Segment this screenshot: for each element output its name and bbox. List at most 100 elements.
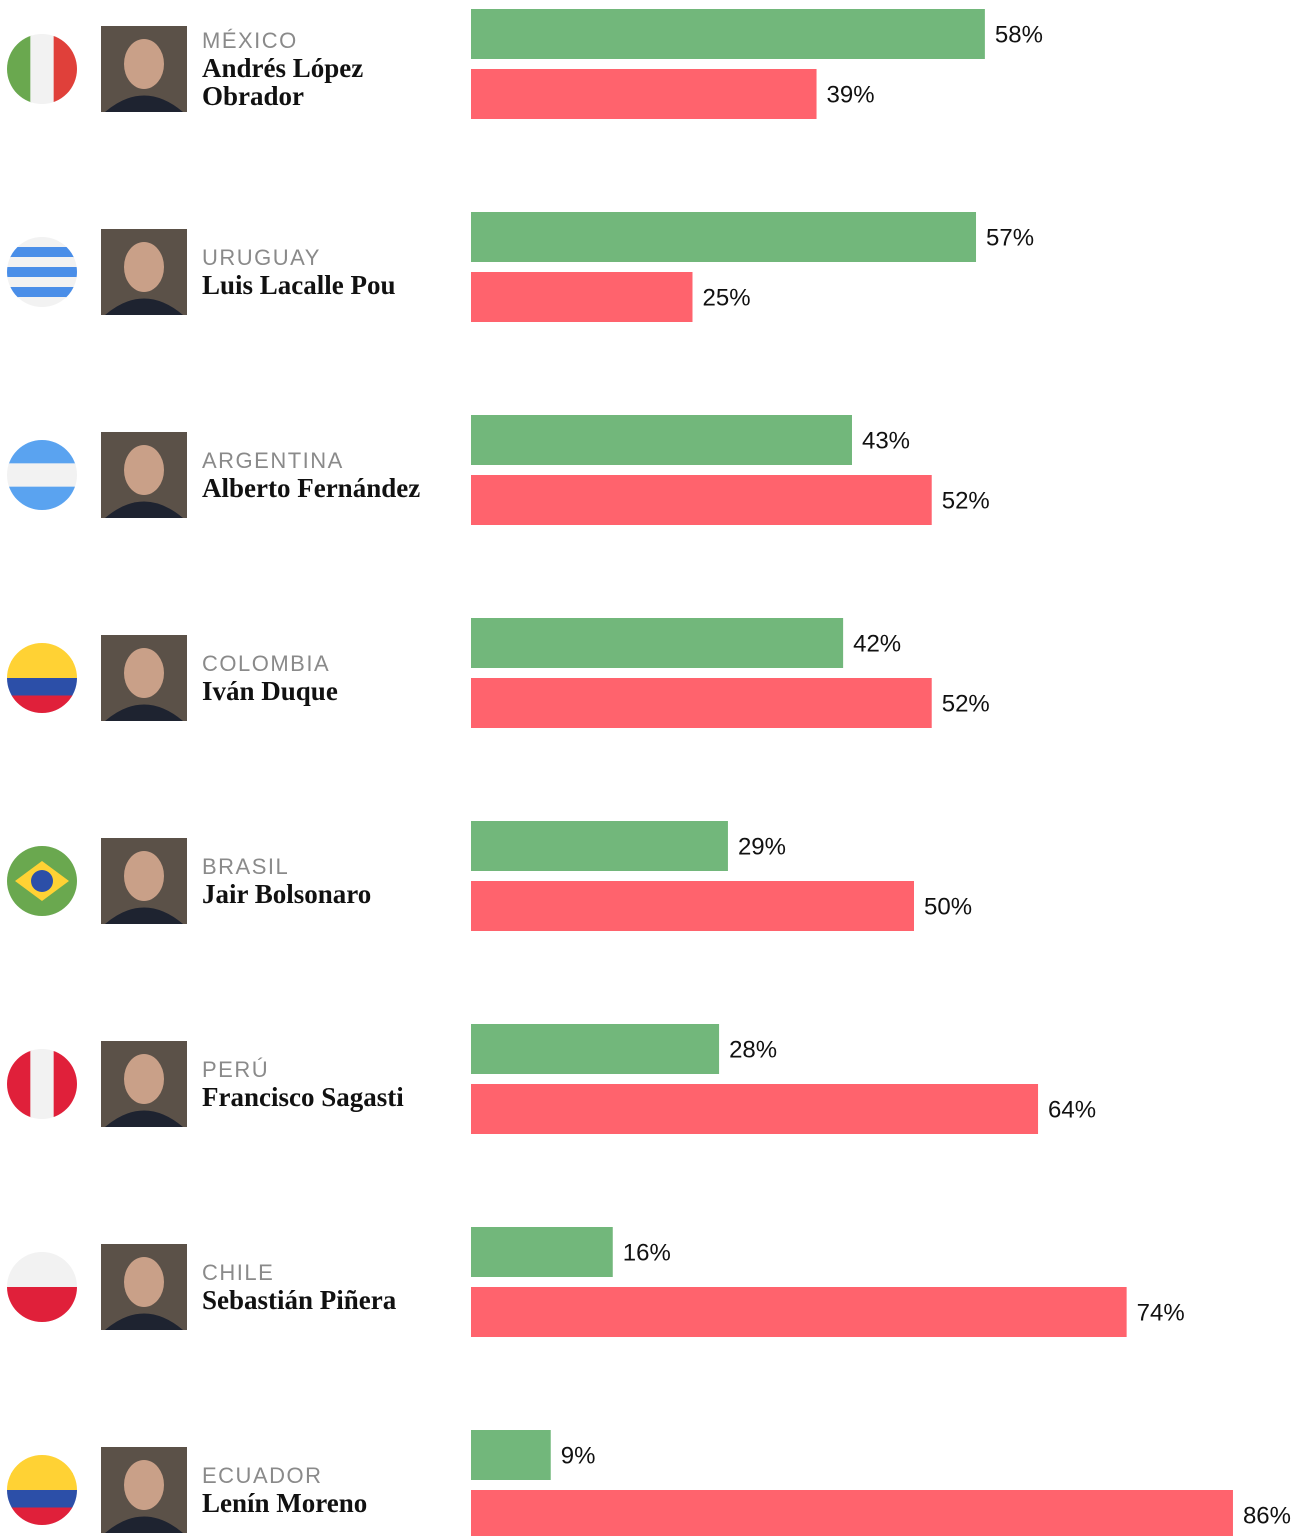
leader-name: Andrés López Obrador: [202, 54, 452, 110]
portrait-face: [124, 1054, 164, 1104]
flag: [7, 237, 77, 308]
flag: [7, 1049, 78, 1119]
flag: [7, 643, 77, 714]
bar: [471, 9, 985, 59]
flag-stripe: [7, 1473, 77, 1492]
flag: [7, 1455, 77, 1526]
value-label: 43%: [862, 427, 910, 454]
flag-stripe: [7, 1508, 77, 1527]
bar: [471, 1287, 1127, 1337]
flag-stripe: [7, 1049, 31, 1119]
country: PERÚ: [202, 1057, 452, 1083]
value-label: 52%: [942, 690, 990, 717]
value-label: 9%: [561, 1442, 596, 1469]
value-label: 42%: [853, 630, 901, 657]
chart: 58% 39% 57% 25% 43% 52% 42% 52% 29% 50% 28% 64% 16% 7…: [0, 0, 1299, 1536]
country: CHILE: [202, 1260, 452, 1286]
leader-name: Lenín Moreno: [202, 1489, 452, 1517]
value-label: 28%: [729, 1036, 777, 1063]
bar: [471, 475, 932, 525]
portrait-face: [124, 851, 164, 901]
flag-stripe: [7, 661, 77, 680]
bar: [471, 272, 693, 322]
leader-name: Alberto Fernández: [202, 474, 452, 502]
flag-stripe: [7, 247, 77, 258]
flag-stripe: [7, 487, 77, 511]
flag-globe: [31, 870, 53, 892]
leader-name: Jair Bolsonaro: [202, 880, 452, 908]
flag-stripe: [7, 696, 77, 715]
leader-name: Sebastián Piñera: [202, 1286, 452, 1314]
flag-stripe: [54, 34, 78, 104]
flag-stripe: [30, 34, 54, 104]
value-label: 25%: [703, 284, 751, 311]
bar: [471, 821, 728, 871]
flag-stripe: [7, 463, 77, 487]
portrait-face: [124, 1257, 164, 1307]
leader-name: Luis Lacalle Pou: [202, 271, 452, 299]
portrait-face: [124, 242, 164, 292]
bar: [471, 1490, 1233, 1536]
bar: [471, 212, 976, 262]
leader-name: Iván Duque: [202, 677, 452, 705]
flag-stripe: [7, 678, 77, 697]
bar: [471, 1024, 719, 1074]
portrait-face: [124, 39, 164, 89]
flag-stripe: [7, 287, 77, 298]
value-label: 74%: [1137, 1299, 1185, 1326]
value-label: 86%: [1243, 1502, 1291, 1529]
flag-stripe: [7, 1490, 77, 1509]
flag-stripe: [7, 1252, 77, 1288]
flag-stripe: [54, 1049, 78, 1119]
bar: [471, 1227, 613, 1277]
flag-stripe: [7, 1287, 77, 1323]
country: BRASIL: [202, 854, 452, 880]
value-label: 57%: [986, 224, 1034, 251]
flag: [7, 1252, 77, 1323]
country: URUGUAY: [202, 245, 452, 271]
flag-stripe: [7, 643, 77, 662]
flag-stripe: [7, 440, 77, 464]
flag-stripe: [7, 267, 77, 278]
value-label: 16%: [623, 1239, 671, 1266]
portrait-face: [124, 648, 164, 698]
value-label: 39%: [827, 81, 875, 108]
value-label: 58%: [995, 21, 1043, 48]
bar: [471, 678, 932, 728]
bar: [471, 881, 914, 931]
flag-stripe: [7, 237, 77, 248]
value-label: 52%: [942, 487, 990, 514]
bar: [471, 415, 852, 465]
bar: [471, 1430, 551, 1480]
flag-stripe: [7, 1455, 77, 1474]
country: MÉXICO: [202, 28, 452, 54]
portrait-face: [124, 445, 164, 495]
value-label: 64%: [1048, 1096, 1096, 1123]
flag: [7, 440, 77, 511]
bar: [471, 618, 843, 668]
country: ECUADOR: [202, 1463, 452, 1489]
bar: [471, 1084, 1038, 1134]
flag-stripe: [7, 297, 77, 308]
country: COLOMBIA: [202, 651, 452, 677]
flag-stripe: [30, 1049, 54, 1119]
bar: [471, 69, 817, 119]
portrait-face: [124, 1460, 164, 1510]
flag: [7, 34, 78, 104]
flag-stripe: [7, 277, 77, 288]
flag-stripe: [7, 257, 77, 268]
flag: [7, 846, 77, 916]
flag-stripe: [7, 34, 31, 104]
country: ARGENTINA: [202, 448, 452, 474]
value-label: 29%: [738, 833, 786, 860]
page: 58% 39% 57% 25% 43% 52% 42% 52% 29% 50% 28% 64% 16% 7…: [0, 0, 1299, 1536]
label-block: COLOMBIAIván Duque: [202, 628, 452, 728]
value-label: 50%: [924, 893, 972, 920]
